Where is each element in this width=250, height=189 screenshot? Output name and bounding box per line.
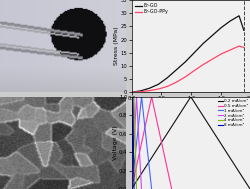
- 2 mA/cm²: [140, 188, 142, 189]
- 2 mA/cm²: [134, 96, 138, 98]
- 4 mA/cm²: [130, 188, 132, 189]
- Er-GO: [219, 26, 222, 29]
- Er-GO: [183, 61, 186, 63]
- Er-GO-PPy: [156, 88, 159, 90]
- Er-GO: [147, 87, 150, 89]
- 4 mA/cm²: [134, 188, 138, 189]
- Er-GO-PPy: [183, 76, 186, 78]
- 1 mA/cm²: [140, 96, 142, 98]
- Er-GO-PPy: [130, 91, 132, 93]
- Er-GO-PPy: [147, 89, 150, 92]
- Line: 8 mA/cm²: 8 mA/cm²: [131, 97, 134, 189]
- Er-GO: [210, 34, 213, 37]
- Y-axis label: Stress (MPa): Stress (MPa): [114, 27, 119, 65]
- 0.2 mA/cm²: [130, 188, 132, 189]
- Er-GO: [236, 15, 240, 17]
- Er-GO: [192, 52, 195, 54]
- 0.2 mA/cm²: [188, 96, 192, 98]
- Line: 1 mA/cm²: 1 mA/cm²: [131, 97, 151, 189]
- Er-GO-PPy: [236, 45, 240, 47]
- 1 mA/cm²: [150, 188, 152, 189]
- Er-GO-PPy: [138, 91, 141, 93]
- 0.5 mA/cm²: [130, 188, 132, 189]
- Er-GO-PPy: [219, 53, 222, 55]
- Er-GO: [165, 77, 168, 79]
- Er-GO-PPy: [174, 81, 177, 83]
- Er-GO: [241, 29, 244, 31]
- 2 mA/cm²: [130, 188, 132, 189]
- X-axis label: Strain (%): Strain (%): [175, 103, 206, 108]
- Line: Er-GO: Er-GO: [131, 16, 243, 92]
- 0.5 mA/cm²: [170, 188, 172, 189]
- Er-GO: [201, 42, 204, 45]
- Line: 0.5 mA/cm²: 0.5 mA/cm²: [131, 97, 171, 189]
- Line: 2 mA/cm²: 2 mA/cm²: [131, 97, 141, 189]
- Er-GO: [138, 90, 141, 92]
- Legend: Er-GO, Er-GO-PPy: Er-GO, Er-GO-PPy: [134, 2, 169, 15]
- Er-GO-PPy: [210, 58, 213, 60]
- Er-GO-PPy: [192, 70, 195, 72]
- Er-GO: [174, 69, 177, 71]
- 1 mA/cm²: [130, 188, 132, 189]
- Line: Er-GO-PPy: Er-GO-PPy: [131, 46, 243, 92]
- Er-GO-PPy: [165, 85, 168, 88]
- Er-GO-PPy: [228, 49, 231, 51]
- Er-GO: [130, 91, 132, 93]
- Y-axis label: Voltage (V): Voltage (V): [112, 125, 117, 160]
- Line: 0.2 mA/cm²: 0.2 mA/cm²: [131, 97, 249, 189]
- 4 mA/cm²: [132, 96, 135, 98]
- 8 mA/cm²: [130, 188, 132, 189]
- Er-GO: [156, 83, 159, 85]
- Legend: 0.2 mA/cm², 0.5 mA/cm², 1 mA/cm², 2 mA/cm², 4 mA/cm², 8 mA/cm²: 0.2 mA/cm², 0.5 mA/cm², 1 mA/cm², 2 mA/c…: [217, 99, 248, 127]
- Er-GO-PPy: [241, 46, 244, 49]
- Er-GO: [228, 20, 231, 22]
- Line: 4 mA/cm²: 4 mA/cm²: [131, 97, 136, 189]
- 8 mA/cm²: [131, 96, 134, 98]
- Er-GO-PPy: [201, 63, 204, 66]
- 8 mA/cm²: [132, 188, 135, 189]
- 0.5 mA/cm²: [150, 96, 152, 98]
- 0.2 mA/cm²: [248, 188, 250, 189]
